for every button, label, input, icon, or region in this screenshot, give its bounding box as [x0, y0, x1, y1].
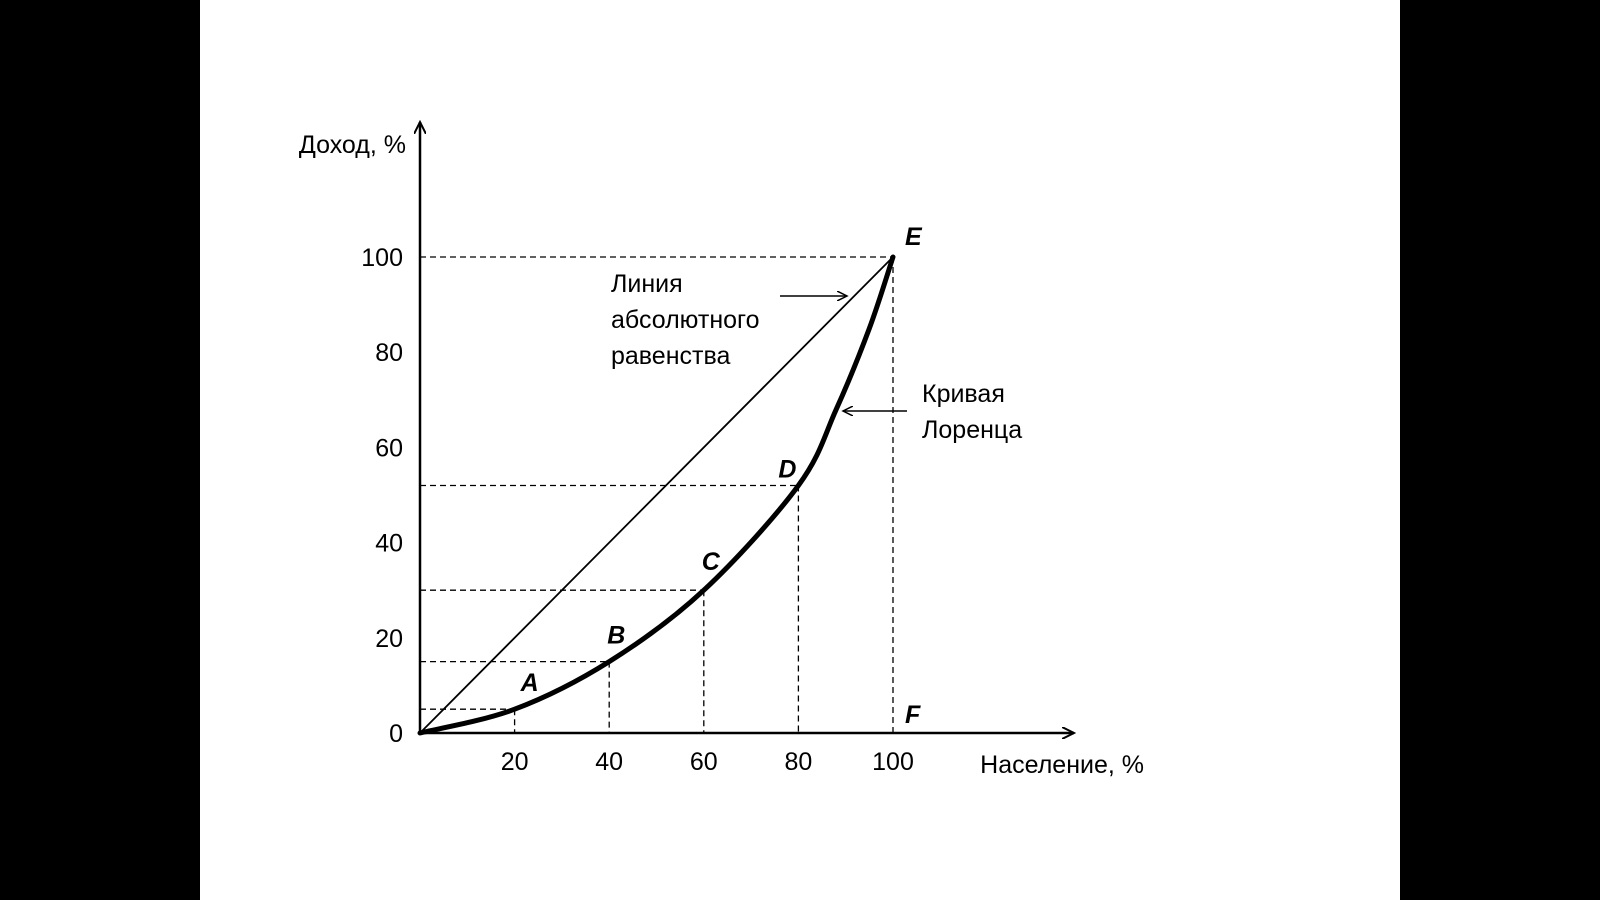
y-tick-label: 100: [361, 244, 403, 272]
slide: Доход, % Население, % 0 20 40 60 80 100 20 40 60…: [200, 0, 1400, 900]
lorenz-curve-label-line-2: Лоренца: [922, 416, 1022, 444]
y-tick-label: 20: [375, 625, 403, 653]
x-tick-label: 20: [501, 748, 529, 776]
y-tick-label: 80: [375, 339, 403, 367]
x-tick-label: 60: [690, 748, 718, 776]
x-axis-title: Население, %: [980, 751, 1144, 779]
point-label-D: D: [778, 455, 796, 483]
y-axis-title: Доход, %: [299, 131, 406, 159]
point-labels: A B C D E F: [520, 223, 923, 729]
equality-line: [419, 256, 894, 734]
equality-line-label-line-1: Линия: [611, 270, 683, 298]
x-tick-label: 80: [784, 748, 812, 776]
point-label-C: C: [702, 548, 721, 576]
lorenz-chart: Доход, % Население, % 0 20 40 60 80 100 20 40 60…: [299, 0, 1144, 779]
point-label-B: B: [607, 622, 625, 650]
y-tick-label: 0: [389, 720, 403, 748]
equality-line-label-line-2: абсолютного: [611, 306, 760, 334]
series-layer: [417, 254, 896, 736]
point-label-A: A: [520, 669, 539, 697]
lorenz-curve-annotation: Кривая Лоренца: [843, 380, 1022, 444]
equality-line-annotation: Линия абсолютного равенства: [611, 270, 847, 370]
lorenz-curve-label-line-1: Кривая: [922, 380, 1005, 408]
tick-labels: 0 20 40 60 80 100 20 40 60 80 100: [361, 244, 914, 776]
point-label-F: F: [905, 701, 921, 729]
x-tick-label: 100: [872, 748, 914, 776]
x-tick-label: 40: [595, 748, 623, 776]
lorenz-curve: [417, 254, 896, 736]
point-label-E: E: [905, 223, 923, 251]
equality-line-label-line-3: равенства: [611, 342, 730, 370]
y-tick-label: 40: [375, 530, 403, 558]
y-tick-label: 60: [375, 434, 403, 462]
